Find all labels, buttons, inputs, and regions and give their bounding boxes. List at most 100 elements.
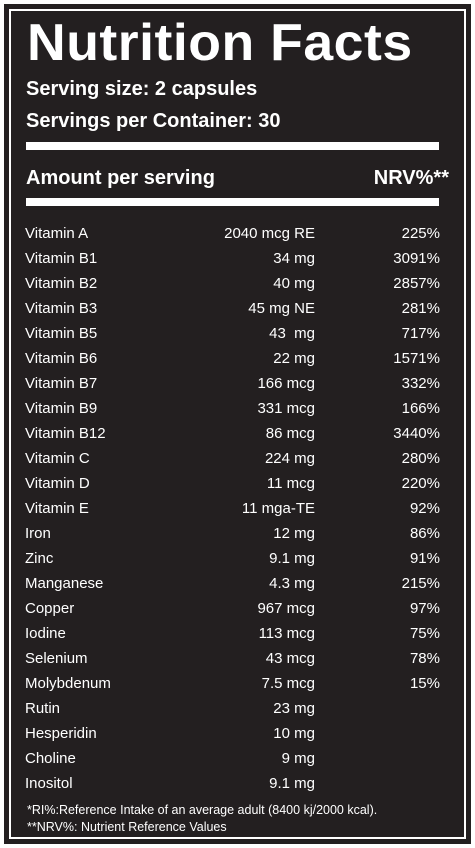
nutrient-nrv: 280% (401, 450, 440, 467)
nutrient-amount: 10 mg (273, 725, 315, 742)
nutrient-nrv: 215% (401, 575, 440, 592)
nutrient-name: Choline (25, 750, 76, 767)
nutrient-amount: 224 mg (264, 450, 315, 467)
nutrient-amount: 9.1 mg (269, 550, 315, 567)
divider-thick-bottom (26, 198, 439, 206)
nutrient-amount: 4.3 mg (269, 575, 315, 592)
label-frame: Nutrition Facts Serving size: 2 capsules… (9, 9, 466, 839)
nutrient-row: Molybdenum 7.5 mcg 15% (11, 671, 464, 696)
nutrient-row: Zinc 9.1 mg 91% (11, 546, 464, 571)
nutrient-row: Vitamin C 224 mg 280% (11, 446, 464, 471)
nutrient-row: Inositol 9.1 mg (11, 771, 464, 796)
nutrient-amount: 166 mcg (257, 375, 315, 392)
nutrient-nrv: 15% (409, 675, 440, 692)
footnote-ri: *RI%:Reference Intake of an average adul… (27, 803, 378, 817)
nutrient-nrv: 281% (401, 300, 440, 317)
nutrient-row: Vitamin B12 86 mcg 3440% (11, 421, 464, 446)
nutrient-name: Vitamin C (25, 450, 90, 467)
nutrient-nrv: 75% (409, 625, 440, 642)
nutrient-amount: 113 mcg (258, 625, 315, 642)
nutrient-nrv: 97% (409, 600, 440, 617)
nutrient-name: Iodine (25, 625, 66, 642)
nutrient-nrv: 78% (409, 650, 440, 667)
nutrient-row: Vitamin B2 40 mg 2857% (11, 271, 464, 296)
nutrient-name: Copper (25, 600, 75, 617)
nutrient-amount: 11 mcg (266, 475, 315, 492)
amount-per-serving-header: Amount per serving (26, 167, 215, 189)
serving-size: Serving size: 2 capsules (26, 78, 258, 100)
nutrient-row: Choline 9 mg (11, 746, 464, 771)
nutrient-amount: 331 mcg (257, 400, 315, 417)
nutrient-nrv: 166% (401, 400, 440, 417)
nutrient-nrv: 91% (409, 550, 440, 567)
nutrient-nrv: 86% (409, 525, 440, 542)
nutrient-row: Iron 12 mg 86% (11, 521, 464, 546)
nutrient-row: Rutin 23 mg (11, 696, 464, 721)
nutrient-amount: 12 mg (273, 525, 315, 542)
nutrient-name: Vitamin B12 (25, 425, 106, 442)
nutrient-amount: 7.5 mcg (261, 675, 315, 692)
nutrient-amount: 9.1 mg (269, 775, 315, 792)
nutrient-row: Vitamin B1 34 mg 3091% (11, 246, 464, 271)
servings-per-container: Servings per Container: 30 (26, 110, 281, 132)
nutrient-row: Vitamin B5 43 mg 717% (11, 321, 464, 346)
nutrient-name: Manganese (25, 575, 104, 592)
nutrient-nrv: 332% (401, 375, 440, 392)
footnotes: *RI%:Reference Intake of an average adul… (27, 802, 377, 836)
nutrient-name: Vitamin B9 (25, 400, 98, 417)
nutrient-amount: 40 mg (273, 275, 315, 292)
nutrient-nrv: 3440% (393, 425, 440, 442)
nutrient-name: Vitamin B2 (25, 275, 98, 292)
nutrient-name: Molybdenum (25, 675, 111, 692)
nutrient-name: Vitamin B5 (25, 325, 98, 342)
nutrient-row: Iodine 113 mcg 75% (11, 621, 464, 646)
nutrient-name: Vitamin B6 (25, 350, 98, 367)
nutrient-name: Zinc (25, 550, 54, 567)
nutrient-amount: 86 mcg (265, 425, 315, 442)
nutrient-amount: 967 mcg (257, 600, 315, 617)
nutrient-row: Vitamin D 11 mcg 220% (11, 471, 464, 496)
nutrient-table: Vitamin A 2040 mcg RE 225% Vitamin B1 34 mg 3… (11, 221, 464, 796)
nutrient-amount: 34 mg (273, 250, 315, 267)
nutrient-nrv: 717% (401, 325, 440, 342)
nutrient-row: Hesperidin 10 mg (11, 721, 464, 746)
nutrient-name: Iron (25, 525, 51, 542)
nutrient-nrv: 2857% (393, 275, 440, 292)
nutrient-amount: 2040 mcg RE (224, 225, 315, 242)
nutrient-row: Copper 967 mcg 97% (11, 596, 464, 621)
nutrient-name: Rutin (25, 700, 61, 717)
nutrient-row: Manganese 4.3 mg 215% (11, 571, 464, 596)
nutrient-amount: 45 mg NE (248, 300, 315, 317)
nutrient-row: Vitamin B3 45 mg NE 281% (11, 296, 464, 321)
nutrition-facts-panel: Nutrition Facts Serving size: 2 capsules… (4, 4, 471, 844)
nutrient-name: Hesperidin (25, 725, 97, 742)
nutrient-nrv: 92% (409, 500, 440, 517)
nutrient-nrv: 1571% (393, 350, 440, 367)
nutrient-amount: 43 mg (269, 325, 315, 342)
nutrient-row: Selenium 43 mcg 78% (11, 646, 464, 671)
nutrient-row: Vitamin B7 166 mcg 332% (11, 371, 464, 396)
nutrient-nrv: 225% (401, 225, 440, 242)
label-title: Nutrition Facts (27, 14, 413, 72)
nutrient-amount: 43 mcg (265, 650, 315, 667)
nutrient-amount: 11 mga-TE (241, 500, 315, 517)
nutrient-nrv: 220% (401, 475, 440, 492)
nutrient-name: Vitamin B1 (25, 250, 98, 267)
nutrient-row: Vitamin B9 331 mcg 166% (11, 396, 464, 421)
footnote-nrv: **NRV%: Nutrient Reference Values (27, 820, 227, 834)
nutrient-name: Vitamin B3 (25, 300, 98, 317)
nutrient-nrv: 3091% (393, 250, 440, 267)
nutrient-amount: 23 mg (273, 700, 315, 717)
nutrient-amount: 22 mg (273, 350, 315, 367)
nutrient-name: Vitamin B7 (25, 375, 98, 392)
nutrient-name: Selenium (25, 650, 88, 667)
nrv-header: NRV%** (373, 167, 449, 189)
nutrient-amount: 9 mg (281, 750, 315, 767)
nutrient-row: Vitamin E 11 mga-TE 92% (11, 496, 464, 521)
divider-thick-top (26, 142, 439, 150)
nutrient-name: Vitamin E (25, 500, 89, 517)
nutrient-name: Vitamin A (25, 225, 89, 242)
nutrient-row: Vitamin A 2040 mcg RE 225% (11, 221, 464, 246)
nutrient-name: Vitamin D (25, 475, 90, 492)
nutrient-name: Inositol (25, 775, 73, 792)
